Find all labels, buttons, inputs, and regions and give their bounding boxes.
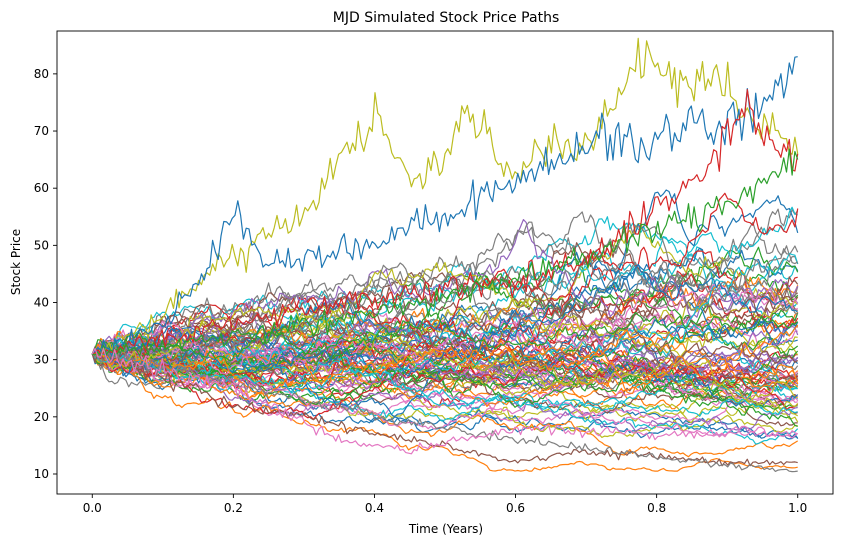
price-path-line bbox=[92, 283, 799, 375]
price-paths bbox=[91, 37, 799, 473]
price-path-line bbox=[92, 219, 799, 358]
price-path-line bbox=[92, 345, 798, 394]
chart-title: MJD Simulated Stock Price Paths bbox=[333, 10, 559, 26]
price-path-line bbox=[91, 252, 799, 378]
price-path-line bbox=[91, 248, 799, 375]
price-path-line bbox=[92, 340, 799, 397]
price-path-line bbox=[91, 37, 799, 358]
price-path-line bbox=[91, 261, 799, 365]
y-tick-label: 40 bbox=[34, 296, 49, 310]
x-tick-label: 1.0 bbox=[788, 501, 807, 515]
x-tick-label: 0.2 bbox=[224, 501, 243, 515]
plot-frame bbox=[56, 30, 834, 495]
y-tick-label: 30 bbox=[34, 353, 49, 367]
price-path-line bbox=[91, 273, 799, 367]
y-axis-ticks: 10 20 30 40 50 60 70 80 bbox=[34, 67, 57, 481]
price-path-line bbox=[92, 148, 799, 357]
y-tick-label: 60 bbox=[34, 181, 49, 195]
price-path-line bbox=[91, 206, 798, 372]
price-path-line bbox=[91, 341, 798, 416]
y-tick-label: 50 bbox=[34, 238, 49, 252]
x-tick-label: 0.8 bbox=[647, 501, 666, 515]
price-path-line bbox=[92, 349, 798, 438]
price-path-line bbox=[92, 89, 799, 355]
price-path-line bbox=[91, 299, 799, 369]
y-tick-label: 20 bbox=[34, 410, 49, 424]
y-tick-label: 10 bbox=[34, 467, 49, 481]
price-path-line bbox=[92, 321, 799, 394]
price-path-line bbox=[91, 324, 799, 391]
x-axis-label: Time (Years) bbox=[408, 522, 483, 536]
x-tick-label: 0.6 bbox=[506, 501, 525, 515]
price-path-line bbox=[91, 348, 799, 445]
price-path-line bbox=[91, 353, 799, 420]
price-path-line bbox=[92, 192, 799, 386]
price-path-line bbox=[91, 347, 798, 455]
y-tick-label: 70 bbox=[34, 124, 49, 138]
y-axis-label: Stock Price bbox=[9, 229, 23, 295]
y-tick-label: 80 bbox=[34, 67, 49, 81]
x-axis-ticks: 0.0 0.2 0.4 0.6 0.8 1.0 bbox=[83, 494, 807, 515]
price-path-line bbox=[91, 352, 798, 467]
x-tick-label: 0.0 bbox=[83, 501, 102, 515]
price-path-line bbox=[91, 56, 798, 358]
x-tick-label: 0.4 bbox=[365, 501, 384, 515]
price-path-line bbox=[91, 311, 799, 362]
price-path-line bbox=[92, 323, 798, 412]
price-path-line bbox=[91, 216, 799, 359]
price-path-line bbox=[91, 311, 798, 386]
price-path-line bbox=[92, 306, 799, 410]
price-path-line bbox=[91, 352, 798, 473]
